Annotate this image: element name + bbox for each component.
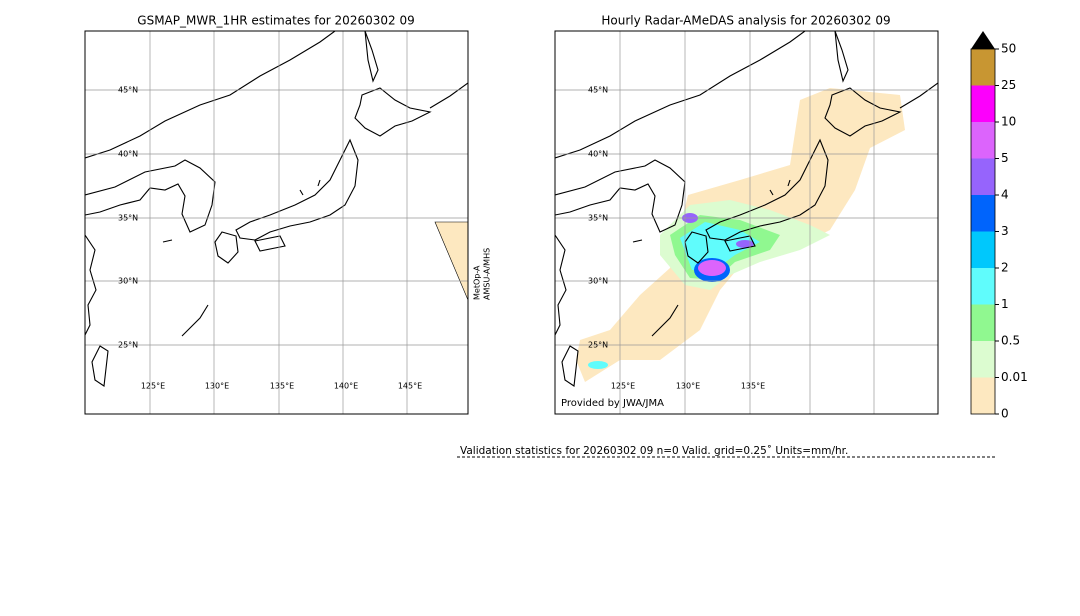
colorbar-segment [971, 122, 995, 159]
colorbar-label: 3 [1001, 224, 1009, 238]
lon-label: 145°E [398, 382, 422, 391]
lon-label: 135°E [270, 382, 294, 391]
colorbar-label: 0.5 [1001, 334, 1020, 348]
lon-label: 130°E [205, 382, 229, 391]
panel-title: Hourly Radar-AMeDAS analysis for 2026030… [601, 14, 890, 28]
colorbar-label: 4 [1001, 188, 1009, 202]
colorbar-extension [971, 31, 995, 49]
lon-label: 135°E [741, 382, 765, 391]
colorbar-label: 0.01 [1001, 370, 1028, 384]
rain-area [736, 240, 754, 248]
lon-label: 130°E [676, 382, 700, 391]
lat-label: 35°N [588, 214, 608, 223]
colorbar-label: 2 [1001, 261, 1009, 275]
lat-label: 40°N [118, 150, 138, 159]
lat-label: 45°N [588, 86, 608, 95]
lat-label: 25°N [588, 341, 608, 350]
colorbar-segment [971, 49, 995, 86]
colorbar-segment [971, 341, 995, 378]
map-frame [84, 30, 469, 415]
colorbar-segment [971, 85, 995, 122]
colorbar-label: 1 [1001, 297, 1009, 311]
satellite-label: AMSU-A/MHS [483, 248, 492, 300]
colorbar-segment [971, 158, 995, 195]
rain-area [434, 221, 468, 301]
lat-label: 30°N [118, 277, 138, 286]
lat-label: 30°N [588, 277, 608, 286]
lon-label: 125°E [611, 382, 635, 391]
lat-label: 45°N [118, 86, 138, 95]
colorbar-segment [971, 304, 995, 341]
colorbar-label: 25 [1001, 78, 1016, 92]
colorbar-label: 50 [1001, 42, 1016, 56]
colorbar-label: 5 [1001, 151, 1009, 165]
left-map [85, 31, 468, 414]
panel-title: GSMAP_MWR_1HR estimates for 20260302 09 [137, 14, 414, 28]
lat-label: 40°N [588, 150, 608, 159]
map-frame [554, 30, 939, 415]
right-map [555, 31, 938, 414]
credit: Provided by JWA/JMA [561, 398, 664, 409]
colorbar-segment [971, 195, 995, 232]
validation-text: Validation statistics for 20260302 09 n=… [460, 445, 848, 457]
lon-label: 140°E [334, 382, 358, 391]
rain-area [588, 361, 608, 369]
colorbar-segment [971, 231, 995, 268]
lon-label: 125°E [141, 382, 165, 391]
colorbar-label: 0 [1001, 407, 1009, 421]
colorbar-segment [971, 377, 995, 414]
lat-label: 35°N [118, 214, 138, 223]
lat-label: 25°N [118, 341, 138, 350]
colorbar-label: 10 [1001, 115, 1016, 129]
map-frame-bg [85, 31, 468, 414]
rain-area [698, 260, 726, 276]
satellite-label: MetOp-A [473, 265, 482, 300]
colorbar-segment [971, 268, 995, 305]
colorbar: 0 0.01 0.5 1 2 3 4 5 10 25 50 [970, 31, 1028, 421]
